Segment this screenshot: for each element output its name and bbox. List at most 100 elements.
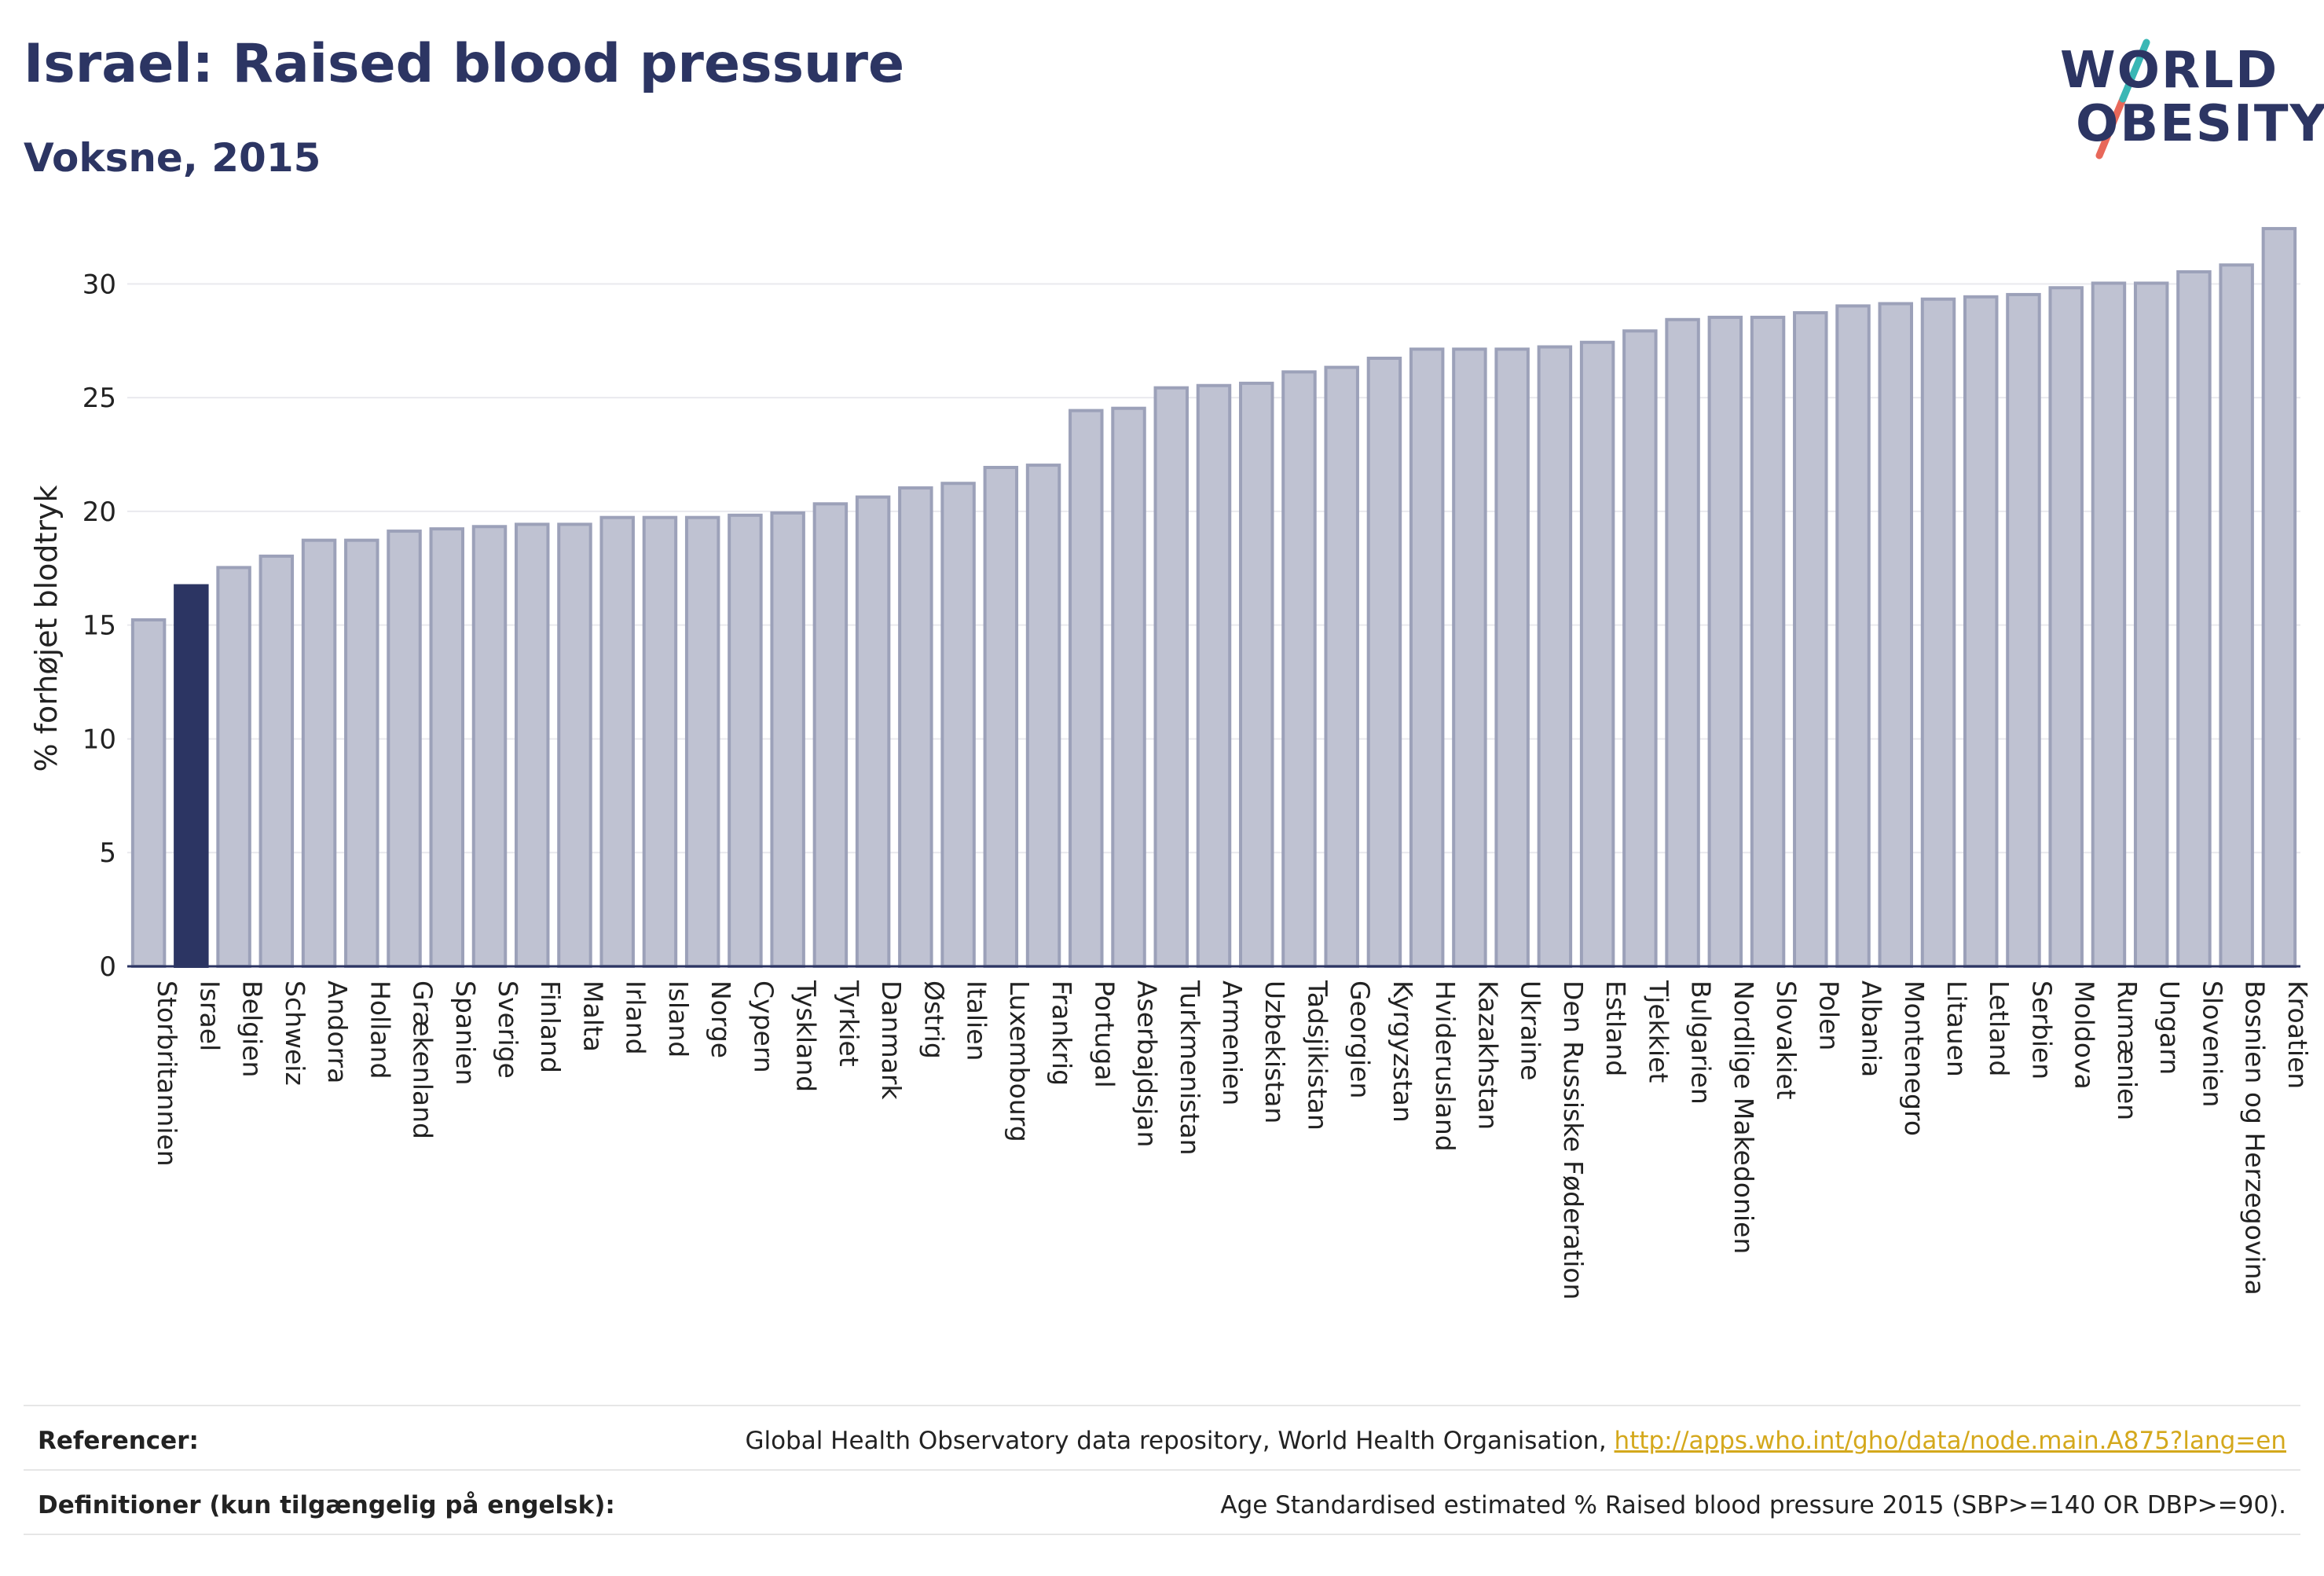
bar	[2006, 292, 2041, 969]
bar-chart: 0 5 10 15 20 25 30 Storbritannien Israel Belgien…	[29, 226, 2313, 1299]
x-tick-label: Albania	[1857, 980, 1887, 1077]
bar	[1366, 357, 1402, 968]
x-tick-label: Belgien	[237, 980, 268, 1077]
x-tick-label: Cypern	[748, 980, 779, 1073]
x-tick-label: Nordlige Makedonien	[1728, 980, 1759, 1254]
y-tick-label: 0	[99, 951, 116, 983]
x-tick-label: Serbien	[2026, 980, 2057, 1079]
bar	[599, 515, 635, 968]
bar	[1750, 315, 1786, 968]
bar	[1579, 340, 1615, 969]
x-tick-label: Rumænien	[2112, 980, 2143, 1120]
x-tick-label: Bosnien og Herzegovina	[2240, 980, 2271, 1296]
bar	[1281, 370, 1317, 969]
x-tick-label: Malta	[577, 980, 608, 1052]
bar	[1707, 315, 1743, 968]
x-tick-label: Tadsjikistan	[1302, 980, 1332, 1131]
x-tick-label: Island	[663, 980, 694, 1057]
x-tick-label: Kyrgyzstan	[1387, 980, 1418, 1123]
definitions-text: Age Standardised estimated % Raised bloo…	[1220, 1491, 2286, 1519]
references-label: Referencer:	[38, 1427, 199, 1455]
bar	[1324, 365, 1359, 968]
x-tick-label: Storbritannien	[152, 980, 182, 1167]
x-tick-label: Israel	[194, 980, 225, 1051]
x-tick-label: Kroatien	[2282, 980, 2313, 1089]
y-tick-label: 15	[82, 610, 116, 642]
bar	[2176, 269, 2212, 968]
bar	[1793, 311, 1828, 969]
bar	[2219, 263, 2254, 969]
bars	[130, 226, 2297, 969]
bar	[898, 486, 933, 968]
bar	[684, 515, 720, 968]
y-tick-label: 10	[82, 724, 116, 755]
bar	[514, 522, 550, 969]
x-tick-label: Portugal	[1089, 980, 1120, 1088]
x-tick-label: Ungarn	[2154, 980, 2185, 1075]
y-tick-label: 25	[82, 383, 116, 414]
x-tick-label: Luxembourg	[1004, 980, 1035, 1142]
x-tick-label: Spanien	[450, 980, 481, 1085]
x-tick-label: Italien	[962, 980, 992, 1061]
x-tick-label: Holland	[365, 980, 395, 1079]
definitions-label: Definitioner (kun tilgængelig på engelsk…	[38, 1491, 615, 1519]
bar	[1196, 383, 1232, 968]
bar	[557, 522, 592, 969]
x-tick-label: Estland	[1600, 980, 1631, 1076]
references-value: Global Health Observatory data repositor…	[745, 1427, 2286, 1455]
bar	[429, 527, 465, 968]
x-tick-label: Montenegro	[1899, 980, 1930, 1136]
bar	[855, 495, 891, 968]
y-axis-label: % forhøjet blodtryk	[29, 485, 64, 772]
x-tick-labels: Storbritannien Israel Belgien Schweiz Andorr…	[152, 980, 2313, 1299]
bar	[174, 584, 209, 968]
y-tick-label: 20	[82, 497, 116, 528]
bar	[2048, 286, 2084, 968]
x-tick-label: Østrig	[918, 980, 949, 1059]
bar	[2133, 281, 2169, 969]
world-obesity-logo: WORLD OBESITY	[2051, 38, 2324, 171]
x-tick-label: Tyrkiet	[834, 980, 864, 1067]
x-tick-label: Grækenland	[408, 980, 438, 1139]
logo-slash-top	[2119, 38, 2150, 103]
bar	[1920, 297, 1956, 968]
x-tick-label: Den Russiske Føderation	[1558, 980, 1589, 1299]
x-tick-label: Polen	[1813, 980, 1844, 1050]
x-tick-label: Uzbekistan	[1259, 980, 1290, 1123]
references-link[interactable]: http://apps.who.int/gho/data/node.main.A…	[1614, 1427, 2286, 1455]
chart-subtitle: Voksne, 2015	[24, 135, 321, 181]
x-tick-label: Kazakhstan	[1472, 980, 1503, 1130]
bar	[301, 538, 337, 968]
x-tick-label: Litauen	[1941, 980, 1972, 1077]
bar	[1622, 329, 1658, 969]
bar	[642, 515, 678, 968]
x-tick-label: Danmark	[876, 980, 907, 1100]
bar	[1835, 304, 1871, 968]
bar	[1665, 317, 1700, 968]
bar	[2091, 281, 2127, 969]
y-tick-label: 30	[82, 269, 116, 300]
x-tick-label: Finland	[535, 980, 566, 1073]
bar	[344, 538, 379, 968]
x-tick-label: Frankrig	[1047, 980, 1077, 1086]
bar	[812, 502, 849, 969]
x-tick-label: Moldova	[2069, 980, 2100, 1090]
bar	[1238, 381, 1274, 968]
bar	[2261, 226, 2297, 969]
bar	[258, 554, 295, 968]
y-tick-label: 5	[99, 837, 116, 869]
x-tick-label: Turkmenistan	[1175, 980, 1205, 1156]
x-tick-label: Tyskland	[791, 980, 822, 1092]
bar	[471, 525, 508, 968]
definitions-row: Definitioner (kun tilgængelig på engelsk…	[24, 1469, 2300, 1535]
logo-text-obesity: OBESITY	[2076, 95, 2324, 153]
x-tick-label: Bulgarien	[1686, 980, 1717, 1105]
x-tick-label: Andorra	[322, 980, 353, 1083]
bar	[1452, 347, 1487, 968]
x-tick-label: Armenien	[1217, 980, 1248, 1105]
x-tick-label: Georgien	[1345, 980, 1376, 1098]
logo-text-world: WORLD	[2060, 42, 2279, 100]
bar	[728, 513, 763, 969]
x-tick-label: Irland	[621, 980, 651, 1055]
bar	[1111, 406, 1146, 969]
